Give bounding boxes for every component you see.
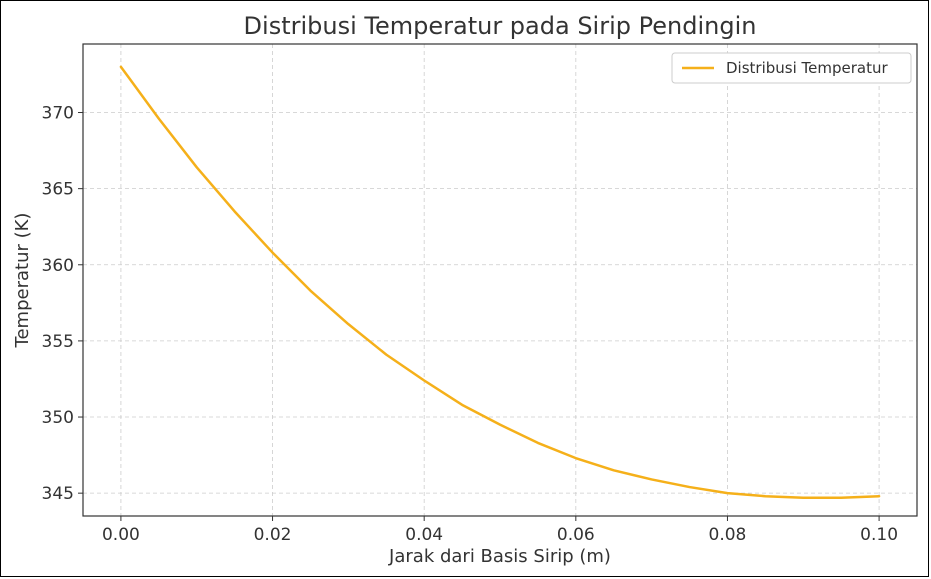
tick-labels: 0.00 0.02 0.04 0.06 0.08 0.10 345 350 355 360 365 3… — [42, 104, 898, 545]
x-tick-label: 0.08 — [709, 525, 747, 545]
legend-label-distribusi-temperatur: Distribusi Temperatur — [726, 59, 888, 77]
x-tick-label: 0.00 — [102, 525, 140, 545]
x-tick-label: 0.06 — [557, 525, 595, 545]
y-tick-label: 365 — [42, 180, 74, 200]
y-tick-label: 355 — [42, 332, 74, 352]
y-tick-label: 350 — [42, 408, 74, 428]
legend-box — [671, 52, 912, 84]
legend: Distribusi Temperatur — [671, 52, 912, 84]
y-axis-label: Temperatur (K) — [12, 213, 33, 349]
y-tick-label: 345 — [42, 484, 74, 504]
grid — [83, 44, 917, 516]
y-tick-label: 370 — [42, 104, 74, 124]
y-tick-label: 360 — [42, 256, 74, 276]
x-tick-label: 0.10 — [860, 525, 898, 545]
x-axis-label: Jarak dari Basis Sirip (m) — [388, 546, 611, 567]
x-tick-label: 0.04 — [405, 525, 443, 545]
plot-area-border — [82, 43, 918, 517]
x-tick-label: 0.02 — [254, 525, 292, 545]
series-layer — [119, 65, 881, 499]
chart-title: Distribusi Temperatur pada Sirip Pending… — [244, 12, 757, 40]
series-line-distribusi-temperatur — [119, 65, 881, 499]
